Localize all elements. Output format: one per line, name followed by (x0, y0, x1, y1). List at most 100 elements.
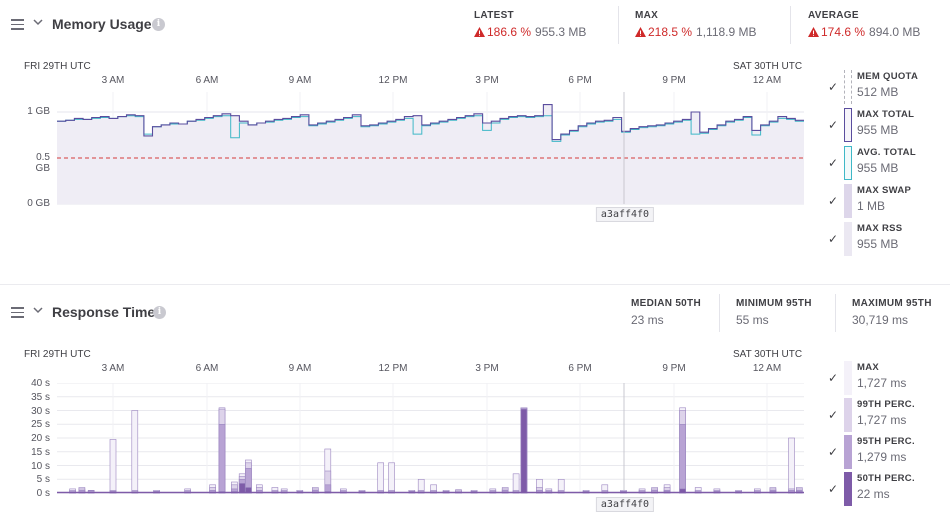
stat-average-abs: 894.0 MB (869, 25, 921, 39)
check-icon: ✓ (828, 408, 839, 422)
hour-tick-label: 6 AM (195, 363, 219, 374)
y-tick-label: 40 s (31, 378, 50, 389)
stat-min95-value: 55 ms (736, 313, 769, 327)
y-tick-label: 0.5 GB (35, 152, 50, 174)
legend-name: MAX TOTAL (857, 109, 915, 120)
y-tick-label: 0 GB (27, 198, 50, 209)
check-icon: ✓ (828, 80, 839, 94)
hour-tick-label: 3 PM (475, 363, 499, 374)
release-tag[interactable]: a3aff4f0 (595, 207, 655, 222)
check-icon: ✓ (828, 118, 839, 132)
legend-value: 1,727 ms (857, 413, 907, 427)
hour-tick-label: 6 PM (568, 75, 592, 86)
stat-median: MEDIAN 50TH 23 ms (631, 298, 701, 327)
stat-max-label: MAX (635, 10, 659, 21)
stat-max95: MAXIMUM 95TH 30,719 ms (852, 298, 932, 327)
hour-tick-label: 9 AM (288, 75, 312, 86)
legend-swatch (844, 108, 852, 142)
legend-p95[interactable]: ✓ 95TH PERC. 1,279 ms (826, 435, 950, 469)
response-bar-p95 (218, 423, 226, 494)
hamburger-menu-icon[interactable] (11, 307, 24, 318)
legend-max-swap[interactable]: ✓ MAX SWAP 1 MB (826, 184, 950, 218)
stat-median-label: MEDIAN 50TH (631, 298, 701, 309)
legend-name: MEM QUOTA (857, 71, 919, 82)
legend-name: 95TH PERC. (857, 436, 915, 447)
legend-value: 955 MB (857, 123, 899, 137)
response-bar-max (388, 462, 395, 494)
hour-tick-label: 12 PM (378, 363, 408, 374)
stat-max95-value: 30,719 ms (852, 313, 909, 327)
legend-value: 1,279 ms (857, 450, 907, 464)
legend-max-total[interactable]: ✓ MAX TOTAL 955 MB (826, 108, 950, 142)
legend-value: 955 MB (857, 237, 899, 251)
memory-usage-panel: Memory Usage i LATEST 186.6 % 955.3 MB MA… (0, 0, 950, 256)
y-tick-label: 0 s (36, 488, 50, 499)
legend-swatch (844, 222, 852, 256)
check-icon: ✓ (828, 232, 839, 246)
memory-chart[interactable] (57, 92, 804, 208)
stat-average: AVERAGE 174.6 % 894.0 MB (808, 10, 920, 39)
hour-tick-label: 6 AM (195, 75, 219, 86)
info-icon[interactable]: i (153, 306, 166, 319)
legend-swatch (844, 184, 852, 218)
y-tick-label: 15 s (31, 446, 50, 458)
legend-name: MAX (857, 362, 880, 373)
y-tick-label: 10 s (31, 460, 50, 472)
response-chart[interactable] (57, 383, 804, 495)
info-icon[interactable]: i (152, 18, 165, 31)
panel-divider (0, 284, 950, 285)
response-bar-max (788, 437, 795, 494)
hour-tick-label: 9 PM (662, 75, 686, 86)
memory-area-fill (57, 104, 804, 204)
hour-tick-label: 12 PM (378, 75, 408, 86)
collapse-chevron-icon[interactable] (32, 304, 44, 316)
hour-tick-label: 3 AM (101, 363, 125, 374)
legend-name: MAX SWAP (857, 185, 912, 196)
max-total-line (57, 104, 804, 141)
y-tick-label: 25 s (31, 419, 50, 431)
stat-median-value: 23 ms (631, 313, 664, 327)
stat-average-pct: 174.6 % (821, 25, 866, 39)
response-bar-max (131, 410, 139, 494)
legend-max-rss[interactable]: ✓ MAX RSS 955 MB (826, 222, 950, 256)
legend-p99[interactable]: ✓ 99TH PERC. 1,727 ms (826, 398, 950, 432)
response-panel-header: Response Time i MEDIAN 50TH 23 ms MINIMU… (0, 288, 950, 338)
stat-max95-label: MAXIMUM 95TH (852, 298, 932, 309)
memory-panel-title: Memory Usage (52, 16, 152, 32)
legend-swatch (844, 472, 852, 506)
response-panel-title: Response Time (52, 304, 156, 320)
legend-max[interactable]: ✓ MAX 1,727 ms (826, 361, 950, 395)
warning-icon (635, 27, 646, 37)
legend-p50[interactable]: ✓ 50TH PERC. 22 ms (826, 472, 950, 506)
hour-tick-label: 12 AM (752, 75, 782, 86)
legend-mem-quota[interactable]: ✓ MEM QUOTA 512 MB (826, 70, 950, 104)
legend-avg-total[interactable]: ✓ AVG. TOTAL 955 MB (826, 146, 950, 180)
hamburger-menu-icon[interactable] (11, 19, 24, 30)
legend-swatch (844, 146, 852, 180)
memory-panel-header: Memory Usage i LATEST 186.6 % 955.3 MB MA… (0, 0, 950, 50)
legend-swatch (844, 398, 852, 432)
hour-tick-label: 6 PM (568, 363, 592, 374)
collapse-chevron-icon[interactable] (32, 16, 44, 28)
response-bar-max (377, 462, 385, 494)
stat-min95: MINIMUM 95TH 55 ms (736, 298, 812, 327)
y-tick-label: 1 GB (27, 106, 50, 117)
warning-icon (808, 27, 819, 37)
y-tick-label: 35 s (31, 391, 50, 403)
day-end-label: SAT 30TH UTC (733, 61, 803, 72)
hour-tick-label: 3 AM (101, 75, 125, 86)
stat-max-abs: 1,118.9 MB (696, 25, 757, 39)
legend-name: AVG. TOTAL (857, 147, 916, 158)
legend-value: 1,727 ms (857, 376, 907, 390)
release-tag[interactable]: a3aff4f0 (595, 497, 655, 512)
check-icon: ✓ (828, 482, 839, 496)
response-bar-p95 (679, 423, 686, 494)
legend-swatch (844, 361, 852, 395)
stat-average-label: AVERAGE (808, 10, 859, 21)
stat-latest-label: LATEST (474, 10, 514, 21)
hour-tick-label: 9 AM (288, 363, 312, 374)
hour-tick-label: 3 PM (475, 75, 499, 86)
legend-swatch (844, 70, 852, 104)
day-start-label: FRI 29TH UTC (24, 349, 91, 360)
y-tick-label: 20 s (31, 433, 50, 444)
